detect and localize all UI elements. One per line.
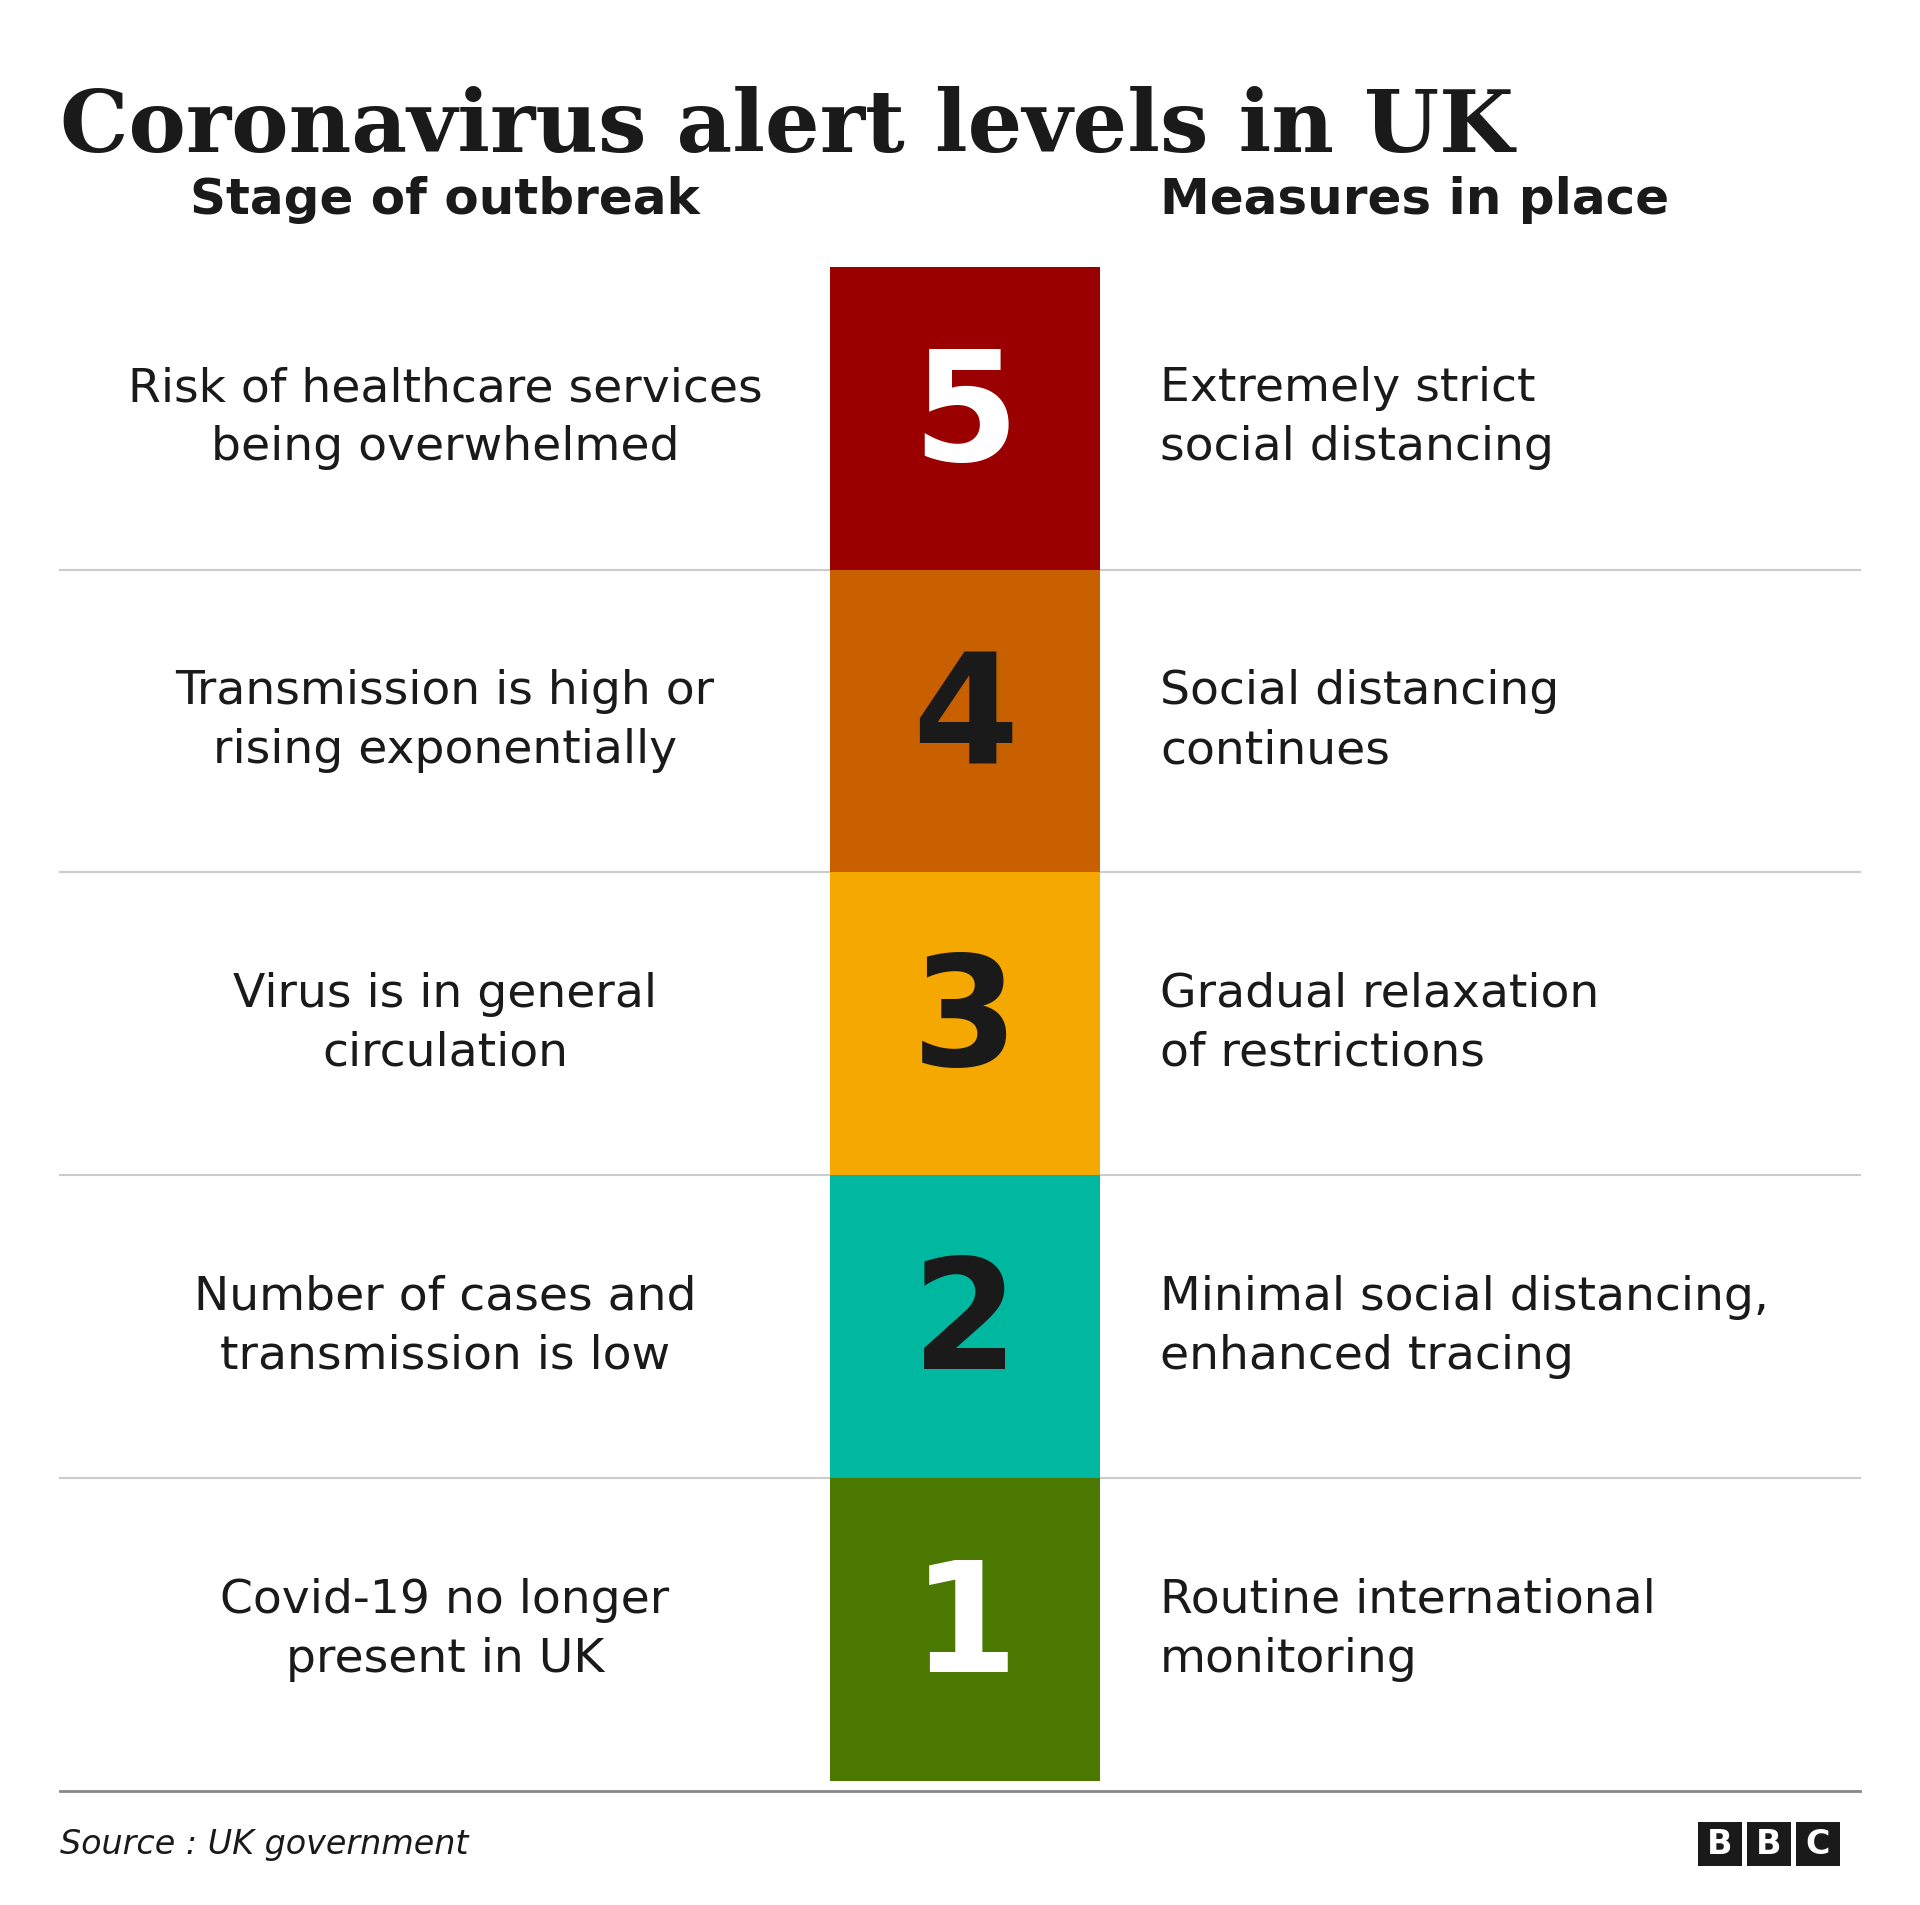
Text: Transmission is high or
rising exponentially: Transmission is high or rising exponenti… (175, 669, 714, 773)
Text: B: B (1757, 1827, 1782, 1861)
Bar (829, 267, 1100, 570)
Bar (1795, 1821, 1839, 1867)
Text: 2: 2 (912, 1252, 1018, 1402)
Bar (829, 1478, 1100, 1781)
Bar (829, 570, 1100, 872)
Bar (1747, 1821, 1791, 1867)
Text: Source : UK government: Source : UK government (60, 1827, 468, 1861)
Text: 3: 3 (912, 949, 1018, 1099)
Text: Stage of outbreak: Stage of outbreak (190, 175, 701, 225)
Text: Minimal social distancing,
enhanced tracing: Minimal social distancing, enhanced trac… (1160, 1274, 1768, 1379)
Text: Number of cases and
transmission is low: Number of cases and transmission is low (194, 1274, 697, 1379)
Text: C: C (1805, 1827, 1830, 1861)
Text: 5: 5 (912, 343, 1018, 493)
Text: 1: 1 (912, 1554, 1018, 1705)
Text: Virus is in general
circulation: Virus is in general circulation (232, 972, 657, 1076)
Text: Coronavirus alert levels in UK: Coronavirus alert levels in UK (60, 86, 1513, 170)
Text: Social distancing
continues: Social distancing continues (1160, 669, 1559, 773)
Bar (829, 872, 1100, 1175)
Text: Risk of healthcare services
being overwhelmed: Risk of healthcare services being overwh… (129, 366, 762, 471)
Bar (829, 1175, 1100, 1478)
Text: Measures in place: Measures in place (1160, 175, 1668, 225)
Text: B: B (1707, 1827, 1732, 1861)
Text: Extremely strict
social distancing: Extremely strict social distancing (1160, 366, 1553, 471)
Text: Covid-19 no longer
present in UK: Covid-19 no longer present in UK (221, 1577, 670, 1682)
Text: Gradual relaxation
of restrictions: Gradual relaxation of restrictions (1160, 972, 1599, 1076)
Text: 4: 4 (912, 646, 1018, 796)
Text: Routine international
monitoring: Routine international monitoring (1160, 1577, 1655, 1682)
Bar (1697, 1821, 1741, 1867)
